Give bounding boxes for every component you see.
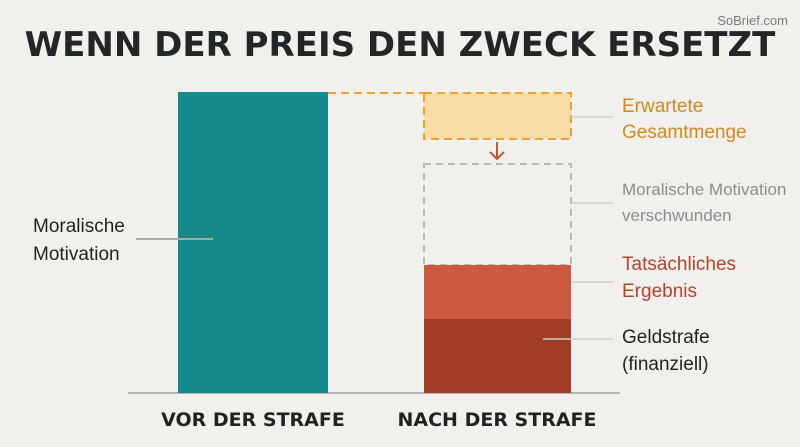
bar-before-fine bbox=[178, 92, 328, 393]
fine-label-line1: Geldstrafe bbox=[622, 327, 710, 348]
fine-segment bbox=[424, 319, 571, 393]
page-title: WENN DER PREIS DEN ZWECK ERSETZT bbox=[25, 25, 776, 65]
expected-label-line2: Gesamtmenge bbox=[622, 122, 747, 143]
vanished-motivation-box bbox=[423, 163, 572, 266]
watermark: SoBrief.com bbox=[717, 13, 788, 28]
expected-label-line1: Erwartete bbox=[622, 96, 703, 117]
vanished-label-line1: Moralische Motivation bbox=[622, 180, 786, 199]
category-label-before: VOR DER STRAFE bbox=[161, 409, 345, 431]
actual-label-line1: Tatsächliches bbox=[622, 254, 736, 275]
left-label-line2: Motivation bbox=[33, 244, 120, 265]
arrow-down-icon bbox=[489, 142, 505, 161]
actual-result-segment bbox=[424, 265, 571, 319]
actual-label-line2: Ergebnis bbox=[622, 281, 697, 302]
left-label-line1: Moralische bbox=[33, 216, 125, 237]
vanished-label-line2: verschwunden bbox=[622, 206, 732, 225]
expected-total-box bbox=[423, 92, 572, 140]
fine-label-line2: (finanziell) bbox=[622, 354, 709, 375]
category-label-after: NACH DER STRAFE bbox=[398, 409, 597, 431]
